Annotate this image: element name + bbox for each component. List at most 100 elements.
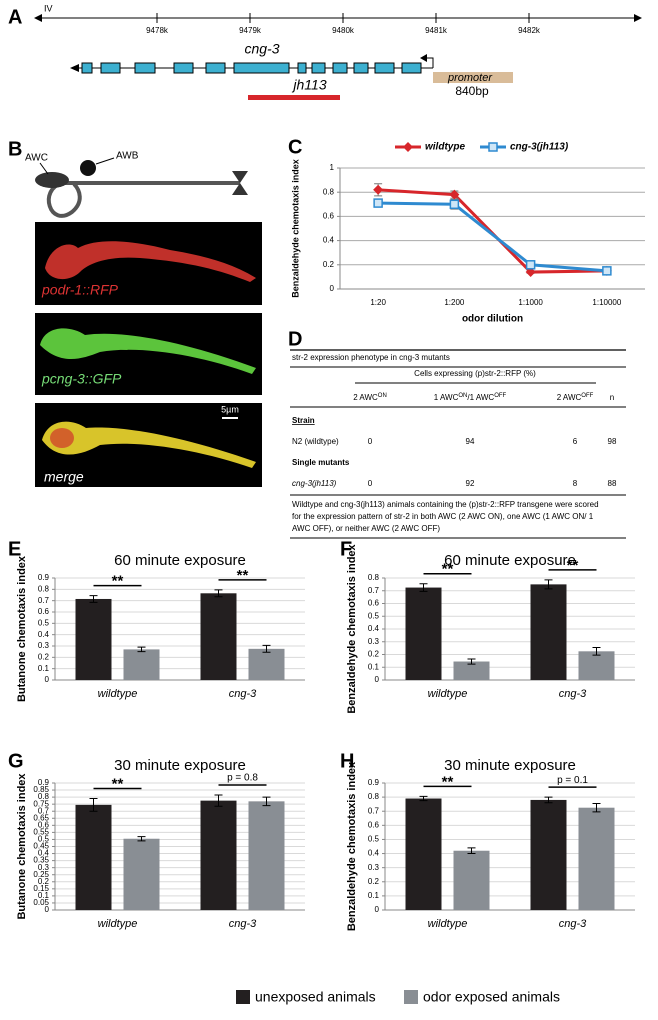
y-tick-label: 0.6 bbox=[368, 820, 380, 829]
x-tick-label: wildtype bbox=[428, 918, 468, 930]
significance-label: ** bbox=[112, 775, 124, 792]
legend-label: unexposed animals bbox=[255, 989, 376, 1005]
x-tick-label: cng-3 bbox=[559, 688, 587, 700]
bar bbox=[405, 798, 442, 910]
bar bbox=[530, 584, 567, 680]
y-tick-label: 0.15 bbox=[33, 884, 49, 893]
error-bar bbox=[544, 796, 553, 804]
marker bbox=[602, 266, 612, 276]
y-tick-label: 0.1 bbox=[368, 662, 380, 671]
error-bar bbox=[467, 658, 476, 665]
bar bbox=[123, 838, 160, 910]
merge-signal bbox=[42, 421, 256, 468]
marker bbox=[449, 189, 460, 200]
bar bbox=[578, 807, 615, 910]
chart-title: 30 minute exposure bbox=[114, 757, 246, 774]
y-tick-label: 0.8 bbox=[368, 792, 380, 801]
y-axis-label: Benzaldehyde chemotaxis index bbox=[346, 543, 358, 713]
axis-arrow bbox=[34, 14, 42, 22]
panel-label: F bbox=[340, 538, 352, 560]
y-tick-label: 0 bbox=[375, 905, 380, 914]
exon bbox=[81, 62, 93, 74]
panel-label: H bbox=[340, 750, 354, 772]
scale-bar-label: 5µm bbox=[221, 404, 239, 414]
y-tick-label: 0.8 bbox=[368, 573, 380, 582]
gfp-signal bbox=[40, 328, 256, 374]
panel-label: G bbox=[8, 750, 24, 772]
y-tick-label: 0.3 bbox=[368, 863, 380, 872]
error-bar bbox=[137, 646, 146, 653]
exon bbox=[233, 62, 290, 74]
chart-title: 30 minute exposure bbox=[444, 757, 576, 774]
y-tick-label: 0.85 bbox=[33, 785, 49, 794]
marker bbox=[488, 142, 498, 152]
x-tick-label: 1:10000 bbox=[592, 298, 621, 307]
bar bbox=[578, 651, 615, 680]
error-bar bbox=[262, 644, 271, 653]
y-tick-label: 0.7 bbox=[368, 586, 380, 595]
bar bbox=[405, 587, 442, 680]
rfp-signal bbox=[45, 241, 256, 282]
y-tick-label: 0.2 bbox=[323, 260, 335, 269]
bar bbox=[248, 801, 285, 910]
header-part: OFF bbox=[581, 393, 593, 399]
line bbox=[378, 201, 607, 273]
tick-label: 9478k bbox=[146, 26, 169, 35]
error-bar bbox=[89, 798, 98, 812]
x-tick-label: wildtype bbox=[98, 918, 138, 930]
cell: 0 bbox=[368, 437, 373, 446]
neuron-label: AWC bbox=[25, 153, 48, 164]
y-tick-label: 0.4 bbox=[368, 624, 380, 633]
y-tick-label: 0.5 bbox=[38, 618, 50, 627]
column-header: 1 AWCON/1 AWCOFF bbox=[434, 393, 507, 403]
error-bar bbox=[592, 802, 601, 813]
y-tick-label: 0.8 bbox=[38, 792, 50, 801]
header-part: OFF bbox=[494, 393, 506, 399]
bar bbox=[75, 804, 112, 910]
y-axis-label: Benzaldehyde chemotaxis index bbox=[290, 159, 300, 298]
marker bbox=[525, 267, 536, 278]
y-tick-label: 0.5 bbox=[38, 835, 50, 844]
exon bbox=[353, 62, 369, 74]
pointer bbox=[95, 157, 115, 165]
awc-cell bbox=[35, 172, 69, 188]
y-axis-label: Butanone chemotaxis index bbox=[16, 773, 28, 920]
image-label: pcng-3::GFP bbox=[41, 371, 122, 387]
y-tick-label: 0.65 bbox=[33, 813, 49, 822]
promoter-label: promoter bbox=[447, 72, 493, 84]
significance-label: ** bbox=[442, 561, 454, 578]
bar bbox=[453, 850, 490, 910]
significance-label: ** bbox=[112, 573, 124, 590]
y-tick-label: 0.6 bbox=[368, 599, 380, 608]
significance-label: ** bbox=[442, 773, 454, 790]
error-bar bbox=[137, 836, 146, 842]
y-tick-label: 0.9 bbox=[38, 573, 50, 582]
chart-title: 60 minute exposure bbox=[114, 552, 246, 569]
footnote: AWC OFF), or neither AWC (2 AWC OFF) bbox=[292, 524, 440, 533]
y-tick-label: 0.6 bbox=[38, 820, 50, 829]
y-tick-label: 1 bbox=[330, 163, 335, 172]
tick-label: 9482k bbox=[518, 26, 541, 35]
y-tick-label: 0.4 bbox=[368, 849, 380, 858]
bar bbox=[248, 648, 285, 680]
exon bbox=[332, 62, 348, 74]
y-tick-label: 0.45 bbox=[33, 842, 49, 851]
y-tick-label: 0.3 bbox=[38, 863, 50, 872]
y-tick-label: 0 bbox=[45, 905, 50, 914]
tick-label: 9479k bbox=[239, 26, 262, 35]
y-tick-label: 0.6 bbox=[38, 607, 50, 616]
y-tick-label: 0 bbox=[375, 675, 380, 684]
y-tick-label: 0.1 bbox=[38, 664, 50, 673]
bar bbox=[200, 800, 237, 910]
exon bbox=[374, 62, 395, 74]
tick-label: 9481k bbox=[425, 26, 448, 35]
y-tick-label: 0.25 bbox=[33, 870, 49, 879]
y-tick-label: 0.05 bbox=[33, 898, 49, 907]
y-axis-label: Butanone chemotaxis index bbox=[16, 555, 28, 702]
gene-label: cng-3 bbox=[244, 41, 279, 57]
significance-label: p = 0.8 bbox=[227, 773, 258, 784]
x-tick-label: cng-3 bbox=[229, 688, 257, 700]
footnote: for the expression pattern of str-2 in b… bbox=[292, 512, 594, 521]
